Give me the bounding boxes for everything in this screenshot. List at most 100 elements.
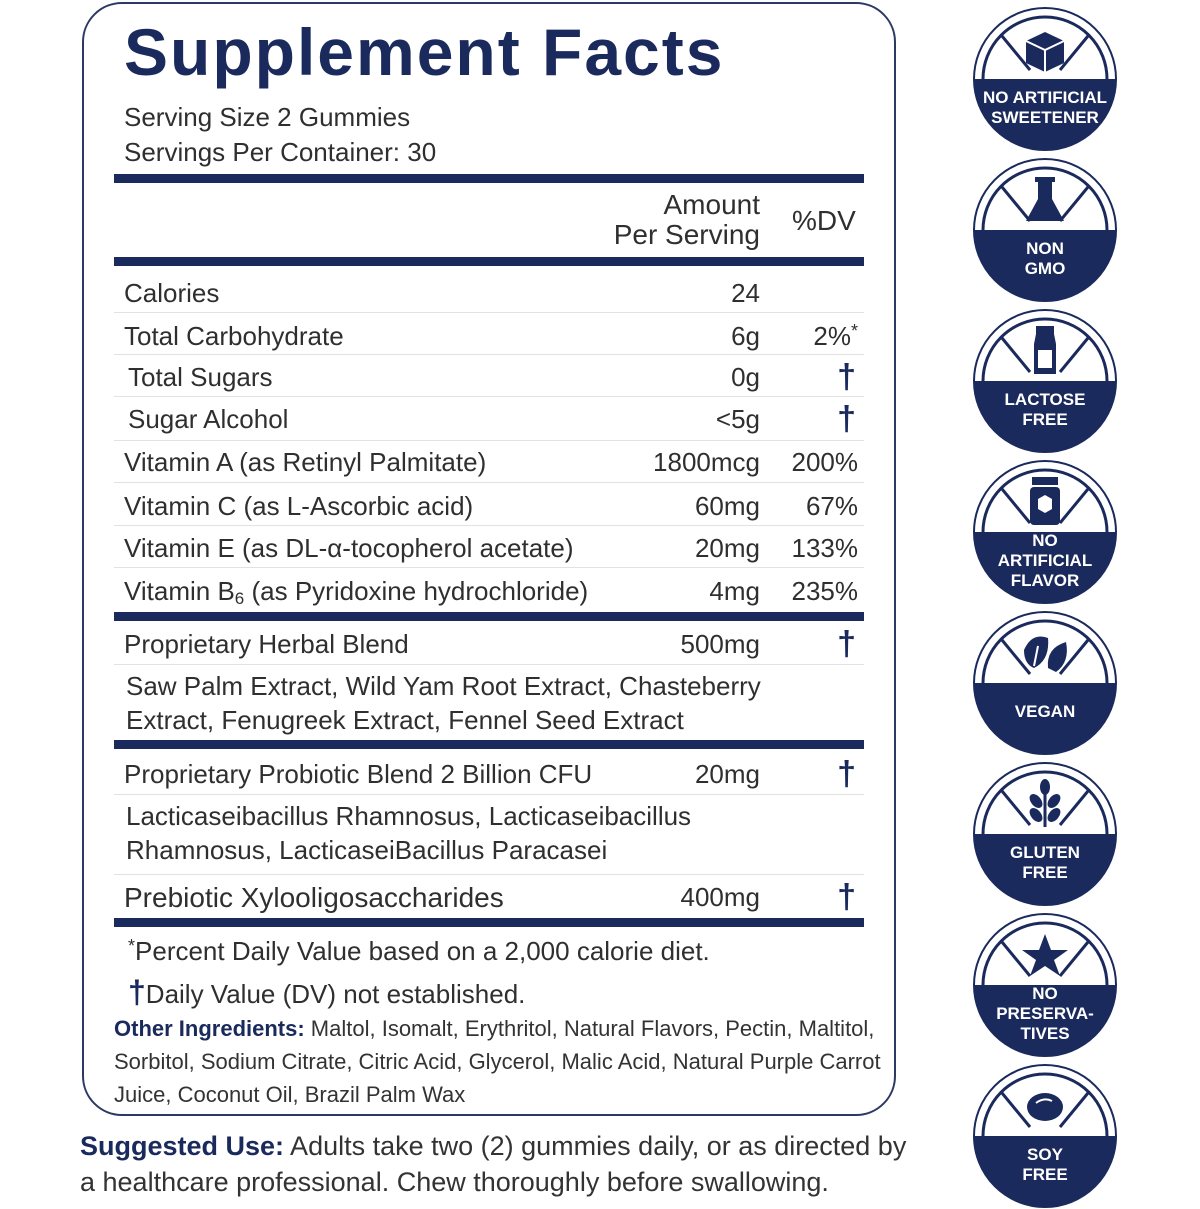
badge-label: SOY FREE — [972, 1145, 1118, 1185]
badge-label-line: LACTOSE — [1004, 390, 1086, 409]
supplement-facts-panel — [82, 2, 896, 1116]
badge-label-line: VEGAN — [1014, 702, 1076, 721]
table-row: Vitamin A (as Retinyl Palmitate) 1800mcg… — [114, 441, 864, 483]
badge-label-line: FREE — [1022, 410, 1068, 429]
herbal-blend-ingredients: Saw Palm Extract, Wild Yam Root Extract,… — [126, 671, 761, 735]
badge-label: LACTOSE FREE — [972, 390, 1118, 430]
badge-label-line: NO — [1032, 984, 1058, 1003]
divider-thick — [114, 740, 864, 749]
badge-soybean: SOY FREE — [972, 1063, 1118, 1209]
other-ingredients: Other Ingredients: Maltol, Isomalt, Eryt… — [114, 1016, 881, 1107]
servings-per-container: Servings Per Container: 30 — [124, 137, 437, 167]
nutrient-dv: 2%* — [813, 321, 858, 351]
badge-wheat: GLUTEN FREE — [972, 761, 1118, 907]
prebiotic-amount: 400mg — [680, 882, 761, 912]
table-row: Total Carbohydrate 6g 2%* — [114, 315, 864, 357]
leaf-icon — [973, 611, 1117, 755]
amount-header: Amount Per Serving — [613, 189, 760, 250]
nutrient-dv: 235% — [791, 576, 859, 606]
nutrient-name: Vitamin A (as Retinyl Palmitate) — [124, 447, 487, 477]
badge-label-line: FREE — [1022, 863, 1068, 882]
jar-icon — [973, 460, 1117, 604]
table-row: Vitamin E (as DL-α-tocopherol acetate) 2… — [114, 527, 864, 569]
blend-name: Proprietary Probiotic Blend 2 Billion CF… — [124, 759, 593, 789]
page-title: Supplement Facts — [124, 15, 725, 89]
badge-label-line: NO ARTIFICIAL — [982, 88, 1108, 107]
suggested-use: Suggested Use: Adults take two (2) gummi… — [80, 1131, 907, 1197]
footnote-percent: *Percent Daily Value based on a 2,000 ca… — [128, 936, 710, 966]
nutrient-dv: 200% — [791, 447, 859, 477]
nutrient-name: Vitamin B6 (as Pyridoxine hydrochloride) — [124, 576, 589, 608]
badge-label-line: GMO — [1024, 259, 1066, 278]
nutrient-name: Vitamin E (as DL-α-tocopherol acetate) — [124, 533, 574, 563]
star-icon — [973, 913, 1117, 1057]
badge-label-line: SOY — [1027, 1145, 1063, 1164]
probiotic-blend-ingredients: Lacticaseibacillus Rhamnosus, Lacticasei… — [126, 801, 692, 865]
serving-size: Serving Size 2 Gummies — [124, 102, 411, 132]
badge-label-line: SWEETENER — [991, 108, 1099, 127]
badge-label: VEGAN — [972, 702, 1118, 722]
badge-cube: NO ARTIFICIAL SWEETENER — [972, 6, 1118, 152]
nutrient-amount: 20mg — [694, 533, 760, 563]
badge-label-line: ARTIFICIAL — [997, 551, 1093, 570]
badge-star: NO PRESERVA- TIVES — [972, 912, 1118, 1058]
table-row: Sugar Alcohol <5g † — [114, 398, 864, 440]
badge-jar: NO ARTIFICIAL FLAVOR — [972, 459, 1118, 605]
badge-label-line: FREE — [1022, 1165, 1068, 1184]
badge-leaf: VEGAN — [972, 610, 1118, 756]
nutrient-dv: † — [837, 358, 856, 396]
nutrient-name: Total Carbohydrate — [124, 321, 344, 351]
badge-label-line: NO — [1032, 531, 1058, 550]
nutrient-amount: 24 — [731, 278, 760, 308]
prebiotic-name: Prebiotic Xylooligosaccharides — [124, 882, 504, 913]
table-row: Vitamin C (as L-Ascorbic acid) 60mg 67% — [114, 485, 864, 527]
nutrient-name: Sugar Alcohol — [128, 404, 289, 434]
table-row: Total Sugars 0g † — [114, 356, 864, 398]
badge-label-line: FLAVOR — [1010, 571, 1080, 590]
badge-label: NO ARTIFICIAL FLAVOR — [972, 531, 1118, 591]
badge-label-line: TIVES — [1020, 1024, 1070, 1043]
nutrient-name: Vitamin C (as L-Ascorbic acid) — [124, 491, 474, 521]
badge-label-line: PRESERVA- — [996, 1004, 1094, 1023]
table-row: Proprietary Probiotic Blend 2 Billion CF… — [114, 753, 864, 795]
nutrient-name: Total Sugars — [128, 362, 273, 392]
soybean-icon — [973, 1064, 1117, 1208]
nutrient-amount: 60mg — [694, 491, 760, 521]
table-row: Proprietary Herbal Blend 500mg † — [114, 623, 864, 665]
divider-thick — [114, 174, 864, 183]
nutrient-name: Calories — [124, 278, 220, 308]
table-row: Calories 24 — [114, 272, 864, 314]
divider-thick — [114, 918, 864, 927]
blend-amount: 500mg — [680, 629, 761, 659]
nutrient-amount: 4mg — [709, 576, 760, 606]
blend-dv: † — [837, 755, 856, 793]
blend-amount: 20mg — [694, 759, 760, 789]
nutrient-amount: 6g — [731, 321, 760, 351]
dv-header: %DV — [792, 205, 856, 236]
footnote-dagger: †Daily Value (DV) not established. — [128, 974, 526, 1010]
badge-milk-bottle: LACTOSE FREE — [972, 308, 1118, 454]
badge-label-line: NON — [1026, 239, 1064, 258]
cube-icon — [973, 7, 1117, 151]
badge-label: GLUTEN FREE — [972, 843, 1118, 883]
badge-flask: NON GMO — [972, 157, 1118, 303]
nutrient-dv: † — [837, 400, 856, 438]
table-row: Prebiotic Xylooligosaccharides 400mg † — [114, 876, 864, 918]
nutrient-dv: 67% — [805, 491, 858, 521]
wheat-icon — [973, 762, 1117, 906]
flask-icon — [973, 158, 1117, 302]
badge-label: NON GMO — [972, 239, 1118, 279]
milk-bottle-icon — [973, 309, 1117, 453]
prebiotic-dv: † — [837, 878, 856, 916]
divider-thick — [114, 612, 864, 621]
nutrient-amount: 1800mcg — [653, 447, 760, 477]
nutrient-dv: 133% — [791, 533, 859, 563]
badge-label-line: GLUTEN — [1010, 843, 1080, 862]
badge-label: NO PRESERVA- TIVES — [972, 984, 1118, 1044]
blend-dv: † — [837, 625, 856, 663]
nutrient-amount: <5g — [715, 404, 760, 434]
divider-thick — [114, 257, 864, 266]
blend-name: Proprietary Herbal Blend — [124, 629, 409, 659]
table-row: Vitamin B6 (as Pyridoxine hydrochloride)… — [114, 570, 864, 612]
badge-label: NO ARTIFICIAL SWEETENER — [972, 88, 1118, 128]
